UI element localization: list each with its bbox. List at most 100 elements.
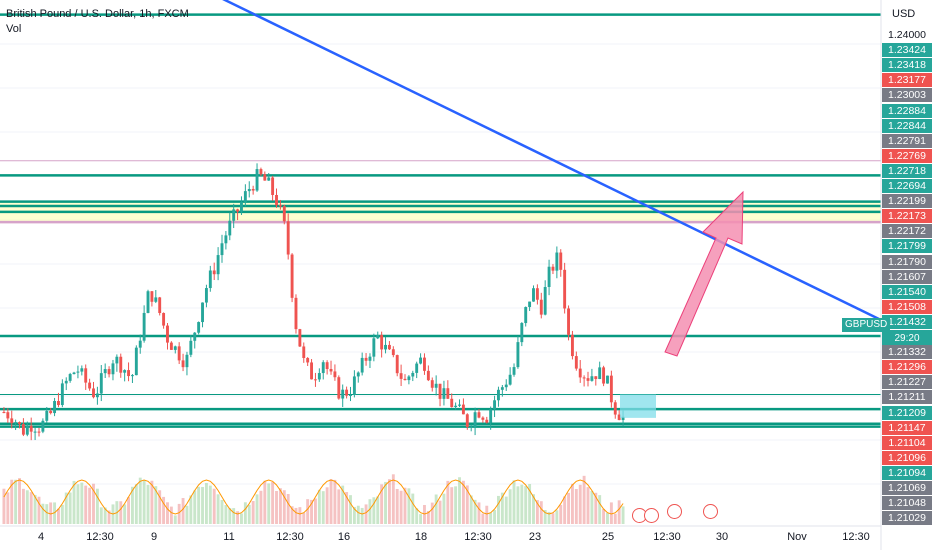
volume-bar [360,507,364,524]
time-tick-label: 16 [337,531,351,543]
candle-body [88,382,92,389]
volume-bar [95,488,99,524]
candle-body [76,371,80,373]
candle-body [142,312,146,341]
volume-bar [341,485,345,524]
candle-body [376,334,380,339]
candle-body [154,297,158,302]
candle-body [111,363,115,375]
price-label: 1.21069 [882,481,932,495]
candle-body [162,312,166,326]
volume-bar [37,496,41,524]
candle-body [391,349,395,356]
price-label: 1.21211 [882,390,932,405]
candle-body [123,370,127,373]
candle-body [84,368,88,383]
entry-box[interactable] [620,394,656,418]
us-news-event-icon[interactable] [667,504,682,519]
candle-body [411,372,415,377]
candle-body [314,379,317,381]
candle-body [598,367,602,380]
volume-bar [512,480,516,524]
volume-bar [399,490,403,524]
time-tick-label: 12:30 [464,531,492,543]
price-label: 1.24000 [888,29,926,41]
volume-bar [419,514,423,524]
price-label: 1.23424 [882,43,932,58]
candle-body [95,393,99,398]
volume-bar [524,486,528,524]
volume-bar [185,505,189,524]
volume-bar [294,507,298,524]
candle-body [134,347,138,376]
volume-bar [426,511,430,524]
candle-body [306,358,310,363]
time-tick-label: 12:30 [86,531,114,543]
volume-ma-line [3,479,624,515]
us-news-event-icon[interactable] [703,504,718,519]
candle-body [282,206,286,222]
price-label: 1.23177 [882,73,932,88]
volume-bar [10,479,14,524]
volume-bar [352,506,356,524]
candle-body [500,387,504,390]
candle-body [45,410,49,421]
volume-bar [500,492,504,524]
candle-body [469,426,473,428]
volume-bar [590,490,594,524]
price-label: 1.21029 [882,511,932,526]
candle-body [263,174,267,181]
volume-bar [345,492,349,524]
volume-bar [298,507,302,524]
price-label: 1.22791 [882,133,932,148]
volume-bar [138,477,142,524]
volume-bar [57,508,60,524]
volume-bar [99,507,103,524]
volume-bar [49,502,53,524]
target-arrow[interactable] [664,190,744,357]
time-tick-label: Nov [787,531,807,543]
price-label: 1.21508 [882,299,932,314]
candle-body [72,372,76,375]
volume-bar [216,494,220,524]
candle-body [236,209,240,212]
candle-body [18,422,21,425]
candle-body [92,388,95,398]
candle-body [574,356,578,369]
candle-body [204,288,208,303]
candle-body [10,418,14,424]
volume-bar [325,487,329,524]
candle-body [384,344,387,350]
candle-body [602,367,606,384]
time-tick-label: 25 [601,531,615,543]
currency-label[interactable]: USD [892,8,916,20]
price-label: 1.21048 [882,496,932,511]
us-news-event-icon[interactable] [644,508,659,523]
price-label: 1.21799 [882,239,932,254]
time-tick-label: 12:30 [653,531,681,543]
volume-bar [60,504,64,524]
candle-body [380,334,384,350]
volume-bar [563,496,567,524]
candle-body [119,356,123,373]
candle-body [177,346,181,361]
volume-bar [290,506,294,524]
volume-bar [574,489,578,524]
volume-bar [278,488,282,524]
candle-body [80,368,84,372]
volume-bar [286,494,290,524]
candle-body [14,422,18,424]
trend-line[interactable] [180,0,882,322]
chart-grid [0,43,881,485]
candle-body [25,425,29,435]
volume-bar [314,498,317,524]
volume-bar [434,494,438,524]
volume-bar [403,487,407,524]
volume-bar [107,510,111,524]
volume-bar [504,496,508,524]
volume-bar [119,501,123,524]
time-tick-label: 18 [414,531,428,543]
candle-body [606,375,609,384]
volume-bar [469,495,473,524]
